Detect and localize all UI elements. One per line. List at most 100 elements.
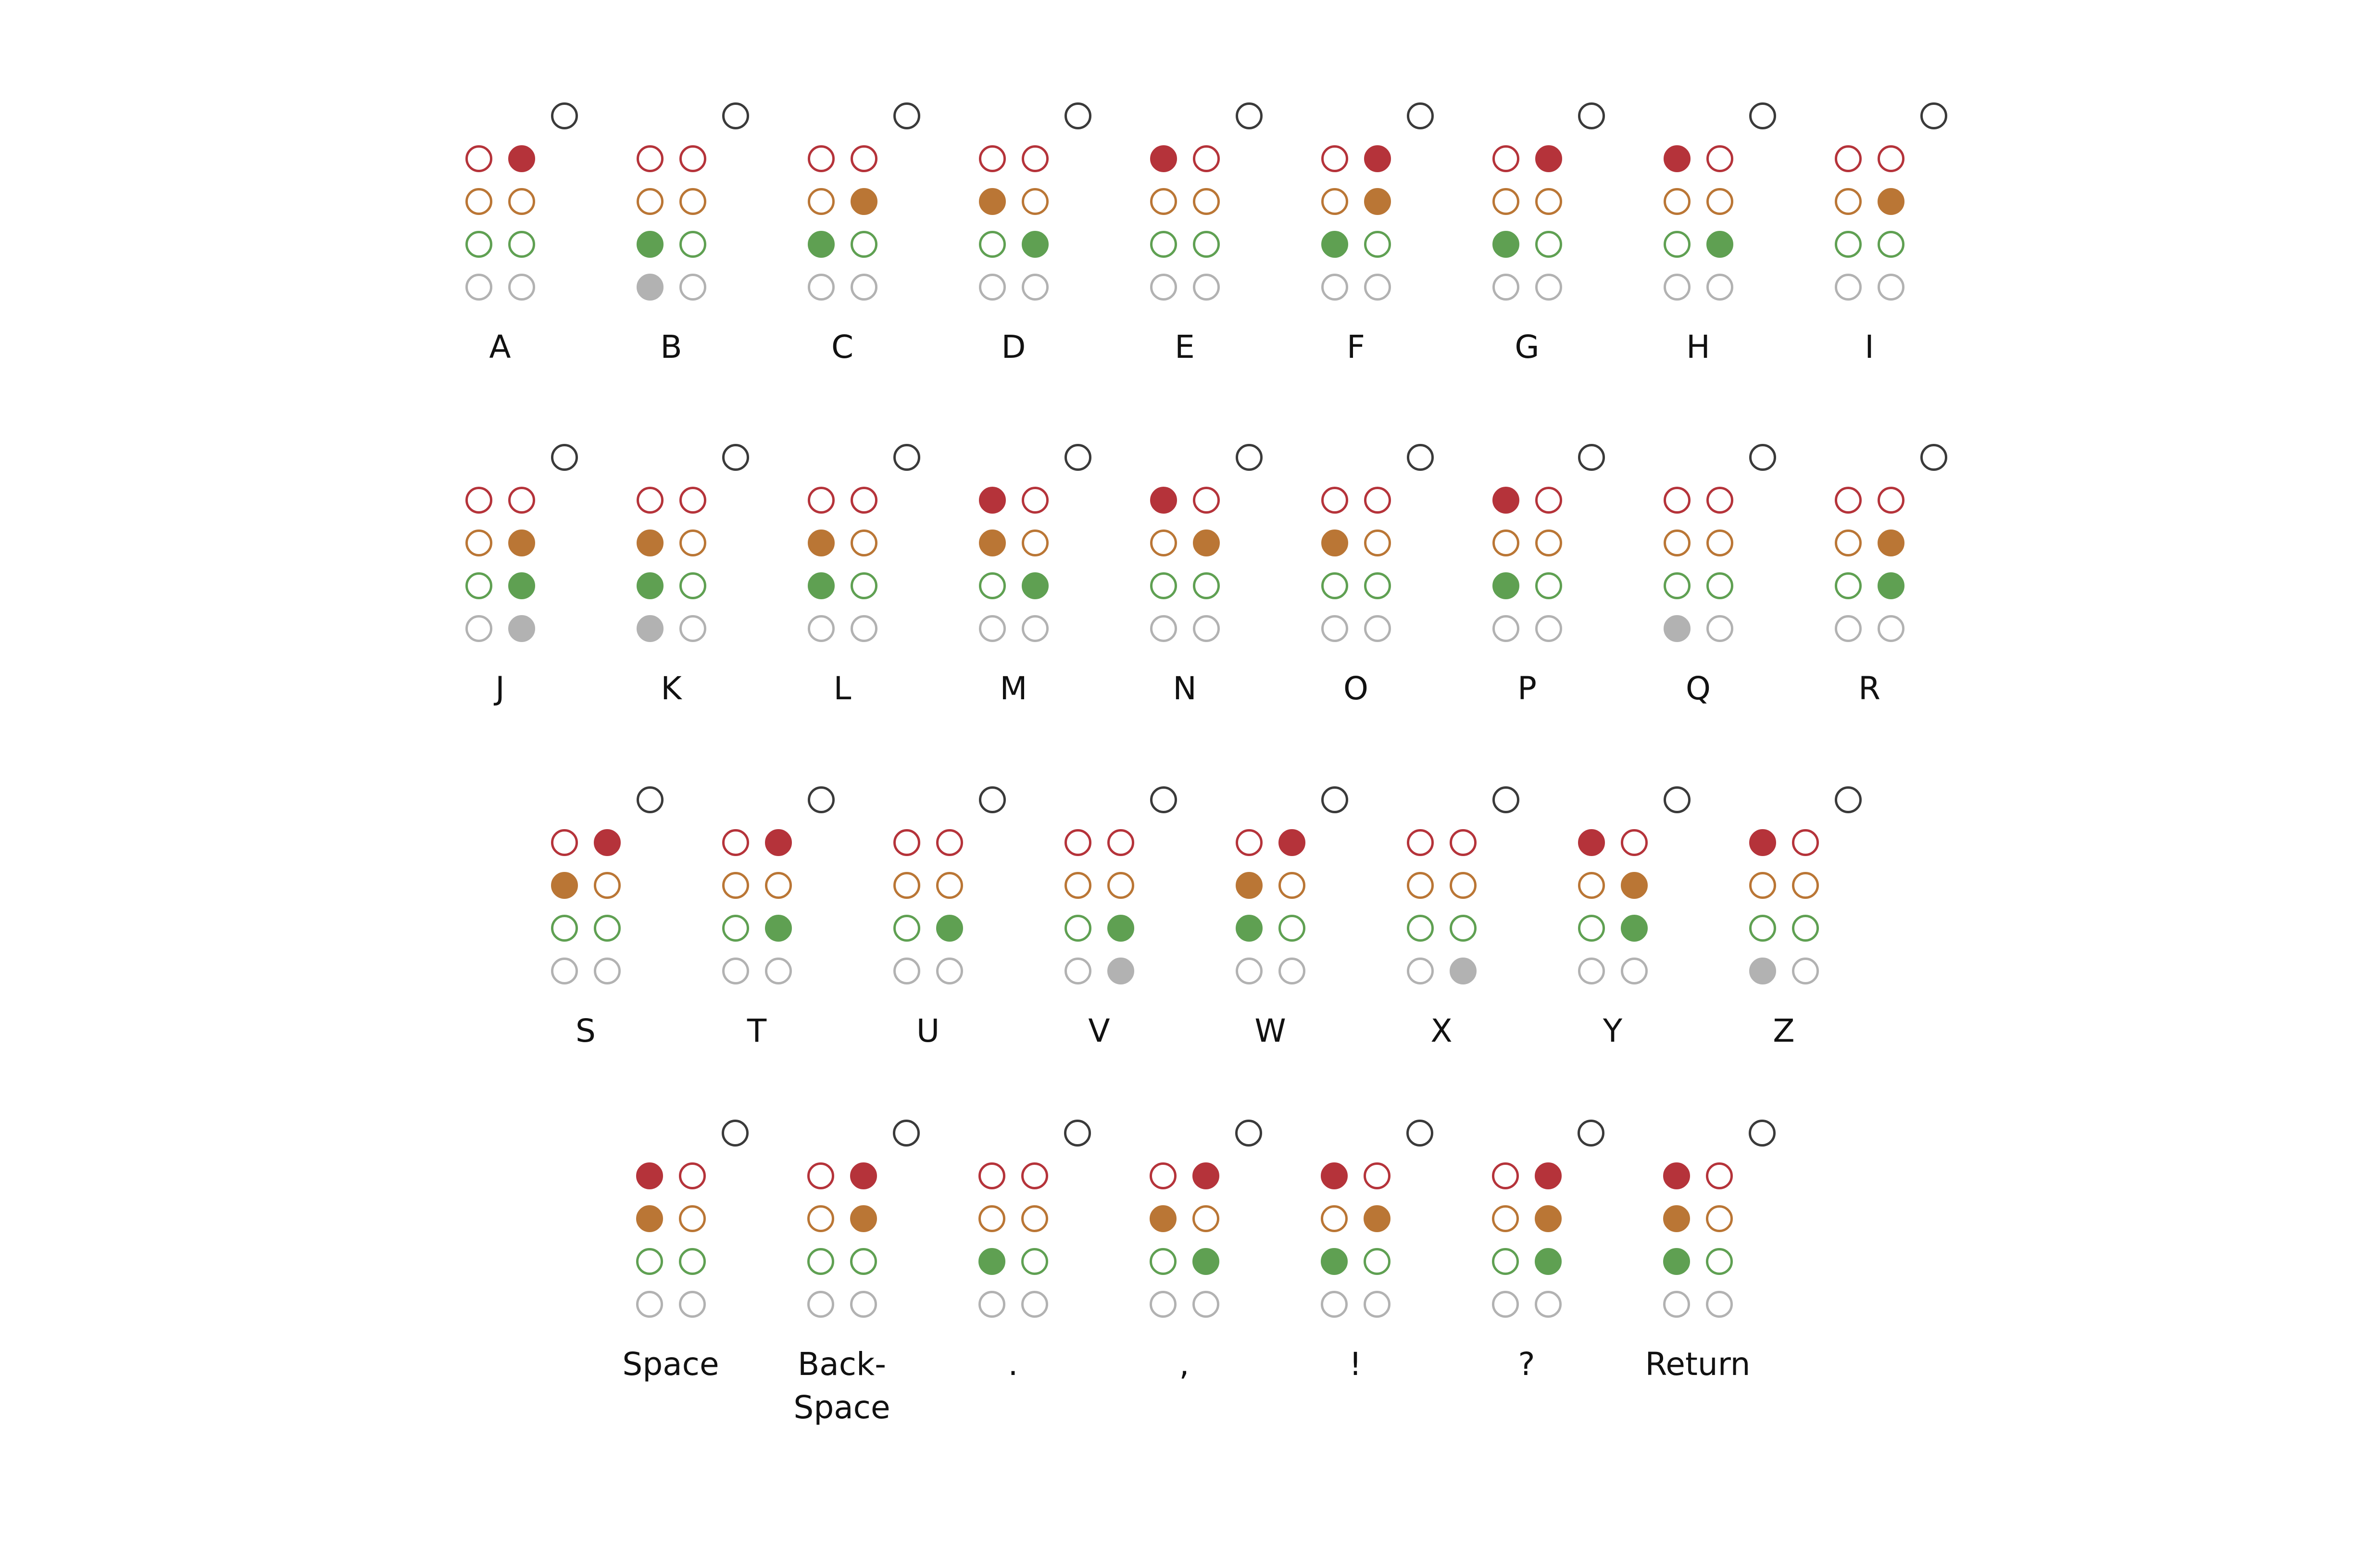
empty-dot xyxy=(678,1248,706,1275)
filled-dot xyxy=(508,572,535,599)
empty-dot xyxy=(1449,915,1477,942)
filled-dot xyxy=(508,615,535,642)
cell-label: , xyxy=(1179,1346,1190,1383)
extra-dot xyxy=(1578,102,1605,129)
filled-dot xyxy=(1321,530,1348,556)
filled-dot xyxy=(636,1205,663,1232)
empty-dot xyxy=(1492,274,1519,301)
filled-dot xyxy=(636,274,664,301)
empty-dot xyxy=(1535,572,1562,599)
empty-dot xyxy=(551,958,578,984)
empty-dot xyxy=(850,145,877,172)
empty-dot xyxy=(1321,145,1348,172)
filled-dot xyxy=(1107,915,1134,942)
empty-dot xyxy=(1491,1205,1519,1232)
empty-dot xyxy=(1406,829,1434,856)
empty-dot xyxy=(465,530,492,556)
cell-label: I xyxy=(1865,328,1874,366)
empty-dot xyxy=(679,487,706,514)
empty-dot xyxy=(1877,615,1904,642)
empty-dot xyxy=(1321,274,1348,301)
extra-dot xyxy=(1235,102,1263,129)
empty-dot xyxy=(1620,958,1648,984)
empty-dot xyxy=(978,615,1006,642)
empty-dot xyxy=(850,572,877,599)
filled-dot xyxy=(1663,145,1691,172)
cell-label: X xyxy=(1430,1012,1453,1049)
empty-dot xyxy=(465,274,492,301)
extra-dot xyxy=(1406,102,1434,129)
empty-dot xyxy=(1021,274,1049,301)
cell-label: Back- Space xyxy=(793,1346,890,1426)
empty-dot xyxy=(1150,530,1177,556)
empty-dot xyxy=(893,872,920,899)
filled-dot xyxy=(1321,231,1348,258)
empty-dot xyxy=(807,1205,834,1232)
empty-dot xyxy=(1791,829,1819,856)
empty-dot xyxy=(679,572,706,599)
empty-dot xyxy=(1663,188,1691,215)
empty-dot xyxy=(1320,1291,1348,1318)
empty-dot xyxy=(1149,1162,1177,1189)
filled-dot xyxy=(1706,231,1733,258)
empty-dot xyxy=(1021,188,1049,215)
filled-dot xyxy=(850,1162,877,1189)
empty-dot xyxy=(1535,231,1562,258)
empty-dot xyxy=(636,145,664,172)
empty-dot xyxy=(1706,274,1733,301)
cell-label: G xyxy=(1515,328,1540,366)
extra-dot xyxy=(1578,444,1605,471)
empty-dot xyxy=(807,615,835,642)
filled-dot xyxy=(1535,145,1562,172)
empty-dot xyxy=(1663,274,1691,301)
empty-dot xyxy=(1150,274,1177,301)
empty-dot xyxy=(508,274,535,301)
filled-dot xyxy=(1663,615,1691,642)
empty-dot xyxy=(1021,615,1049,642)
extra-dot xyxy=(721,1120,749,1147)
empty-dot xyxy=(465,188,492,215)
filled-dot xyxy=(1192,1248,1219,1275)
cell-label: F xyxy=(1347,328,1365,366)
empty-dot xyxy=(1492,145,1519,172)
empty-dot xyxy=(1877,231,1904,258)
empty-dot xyxy=(936,829,963,856)
extra-dot xyxy=(722,444,749,471)
filled-dot xyxy=(1149,1205,1177,1232)
empty-dot xyxy=(1192,615,1220,642)
extra-dot xyxy=(1235,1120,1262,1147)
empty-dot xyxy=(1535,615,1562,642)
empty-dot xyxy=(978,274,1006,301)
extra-dot xyxy=(1920,444,1947,471)
empty-dot xyxy=(1492,530,1519,556)
empty-dot xyxy=(465,231,492,258)
empty-dot xyxy=(1192,1205,1219,1232)
empty-dot xyxy=(850,1291,877,1318)
filled-dot xyxy=(1107,958,1134,984)
empty-dot xyxy=(978,231,1006,258)
empty-dot xyxy=(1149,1248,1177,1275)
cell-label: Q xyxy=(1686,670,1711,707)
empty-dot xyxy=(1021,145,1049,172)
filled-dot xyxy=(1534,1162,1562,1189)
cell-label: J xyxy=(495,670,505,707)
empty-dot xyxy=(1705,1248,1733,1275)
extra-dot xyxy=(1920,102,1947,129)
extra-dot xyxy=(893,444,920,471)
empty-dot xyxy=(1491,1248,1519,1275)
filled-dot xyxy=(1663,1162,1690,1189)
empty-dot xyxy=(893,829,920,856)
empty-dot xyxy=(1364,615,1391,642)
empty-dot xyxy=(1321,188,1348,215)
empty-dot xyxy=(1278,872,1305,899)
empty-dot xyxy=(893,915,920,942)
empty-dot xyxy=(1321,615,1348,642)
cell-label: P xyxy=(1517,670,1537,707)
empty-dot xyxy=(1834,188,1862,215)
filled-dot xyxy=(1534,1248,1562,1275)
filled-dot xyxy=(978,487,1006,514)
empty-dot xyxy=(1705,1205,1733,1232)
filled-dot xyxy=(636,231,664,258)
empty-dot xyxy=(1192,231,1220,258)
